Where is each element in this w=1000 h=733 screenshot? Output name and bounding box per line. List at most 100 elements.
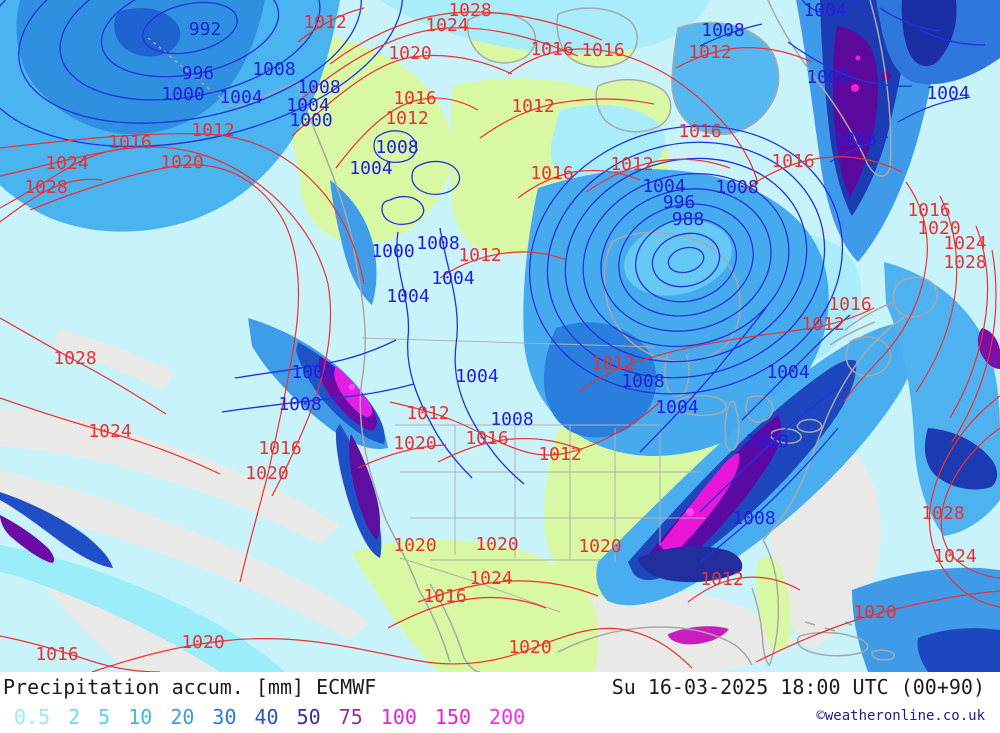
isobar-label: 1004: [286, 95, 329, 116]
isobar-label: 1012: [406, 403, 449, 424]
isobar-label: 1016: [393, 88, 436, 109]
isobar-label: 1020: [388, 43, 431, 64]
isobar-label: 1000: [289, 110, 332, 131]
isobar-label: 1028: [921, 503, 964, 524]
legend-value-150: 150: [434, 705, 472, 729]
isobar-label: 1024: [943, 233, 986, 254]
isobar-label: 1012: [610, 154, 653, 175]
isobar-label: 992: [189, 19, 222, 40]
legend-value-75: 75: [338, 705, 363, 729]
isobar-label: 1020: [475, 534, 518, 555]
isobar-label: 1020: [181, 632, 224, 653]
isobar-label: 1000: [161, 84, 204, 105]
isobar-label: 1028: [24, 177, 67, 198]
isobar-label: 1020: [508, 637, 551, 658]
isobar-label: 1016: [581, 40, 624, 61]
isobar-label: 1016: [258, 438, 301, 459]
copyright-link[interactable]: ©weatheronline.co.uk: [816, 708, 985, 724]
isobar-label: 1016: [108, 132, 151, 153]
isobar-label: 1008: [490, 409, 533, 430]
isobar-label: 1020: [853, 602, 896, 623]
isobar-label: 1012: [591, 353, 634, 374]
isobar-label: 1000: [371, 241, 414, 262]
isobar-label: 1008: [375, 137, 418, 158]
isobar-label: 1016: [678, 121, 721, 142]
isobar-label: 1016: [771, 151, 814, 172]
legend-value-0.5: 0.5: [14, 705, 51, 729]
isobar-label: 1020: [917, 218, 960, 239]
isobar-label: 1012: [385, 108, 428, 129]
isobar-label: 1004: [655, 397, 698, 418]
isobar-label: 1008: [252, 59, 295, 80]
isobar-label: 1004: [455, 366, 498, 387]
isobar-label: 1008: [732, 508, 775, 529]
isobar-label: 1004: [766, 362, 809, 383]
isobar-label: 1004: [642, 176, 685, 197]
isobar-label: 1012: [538, 444, 581, 465]
isobar-label: 1000: [745, 431, 788, 452]
isobar-label: 1008: [621, 371, 664, 392]
isobar-label: 1020: [393, 535, 436, 556]
isobar-label: 1012: [688, 42, 731, 63]
legend-value-50: 50: [296, 705, 321, 729]
legend-value-20: 20: [170, 705, 195, 729]
isobar-label: 1004: [926, 83, 969, 104]
isobar-label: 1004: [219, 87, 262, 108]
isobar-label: 1008: [701, 20, 744, 41]
isobar-label: 1012: [191, 120, 234, 141]
isobar-label: 1028: [53, 348, 96, 369]
legend-value-30: 30: [212, 705, 237, 729]
isobar-label: 1020: [578, 536, 621, 557]
isobar-label: 1012: [700, 569, 743, 590]
isobar-label: 1016: [423, 586, 466, 607]
isobar-label: 1016: [530, 163, 573, 184]
isobar-label: 1004: [431, 268, 474, 289]
isobar-label: 1020: [160, 152, 203, 173]
isobar-label: 1016: [907, 200, 950, 221]
isobar-label: 1028: [448, 0, 491, 21]
isobar-label: 1012: [511, 96, 554, 117]
isobar-label: 1004: [349, 158, 392, 179]
isobar-label: 1024: [933, 546, 976, 567]
isobar-label: 1004: [803, 0, 846, 21]
isobar-label: 1016: [530, 39, 573, 60]
legend-value-2: 2: [68, 705, 81, 729]
isobar-label: 1024: [45, 153, 88, 174]
isobar-label: 996: [663, 192, 696, 213]
legend-value-100: 100: [380, 705, 417, 729]
isobar-label: 1024: [88, 421, 131, 442]
map-title: Precipitation accum. [mm] ECMWF: [3, 675, 377, 699]
isobar-label: 1024: [469, 568, 512, 589]
legend-value-10: 10: [128, 705, 153, 729]
valid-datetime: Su 16-03-2025 18:00 UTC (00+90): [611, 675, 985, 699]
isobar-label: 1020: [245, 463, 288, 484]
isobar-label: 1028: [943, 252, 986, 273]
precip-legend: 0.5 2 5 10 20 30 40 50 75 100 150 200: [14, 705, 525, 729]
isobar-label: 1020: [393, 433, 436, 454]
coastlines: [147, 0, 939, 672]
isobar-label: 1004: [386, 286, 429, 307]
legend-value-40: 40: [254, 705, 279, 729]
isobar-label: 1012: [303, 12, 346, 33]
isobar-label: 996: [182, 63, 215, 84]
isobar-label: 1012: [801, 314, 844, 335]
isobar-label: 1016: [465, 428, 508, 449]
isobar-label: 1012: [458, 245, 501, 266]
isobar-label: 1000: [291, 362, 334, 383]
legend-value-200: 200: [489, 705, 526, 729]
isobar-label: 1008: [416, 233, 459, 254]
isobar-label: 1008: [278, 394, 321, 415]
isobar-label: 1008: [833, 129, 876, 150]
isobar-label: 1008: [297, 77, 340, 98]
isobar-label: 1024: [425, 15, 468, 36]
footer-bar: Precipitation accum. [mm] ECMWF 0.5 2 5 10 2…: [0, 672, 1000, 733]
isobars-high: [0, 7, 1000, 672]
isobar-label: 1000: [806, 67, 849, 88]
map-canvas: 992 996 1000 1004 1008 1008 1004 1000 1008 1004 10…: [0, 0, 1000, 672]
isobar-label: 1008: [715, 177, 758, 198]
isobar-label: 1016: [828, 294, 871, 315]
isobar-label: 1016: [35, 644, 78, 665]
